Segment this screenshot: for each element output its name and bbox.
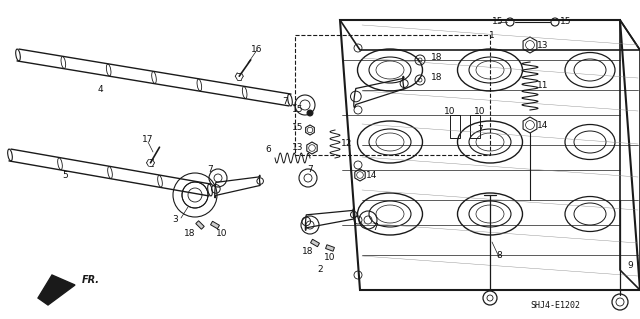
Text: 18: 18 [302,248,314,256]
Text: 1: 1 [489,31,495,40]
Text: 6: 6 [265,145,271,154]
Text: 18: 18 [431,72,443,81]
Text: 7: 7 [372,224,378,233]
Text: 18: 18 [184,228,196,238]
Text: 12: 12 [341,138,353,147]
Text: 7: 7 [207,166,213,174]
Text: 10: 10 [444,108,456,116]
Text: 5: 5 [62,170,68,180]
Text: 18: 18 [431,53,443,62]
Circle shape [307,110,313,116]
Text: 3: 3 [172,216,178,225]
Polygon shape [310,239,319,247]
Text: FR.: FR. [82,275,100,285]
Text: 11: 11 [537,80,548,90]
Text: 10: 10 [324,254,336,263]
Polygon shape [326,245,335,251]
Text: 14: 14 [538,121,548,130]
Polygon shape [196,221,204,229]
Text: 13: 13 [292,144,304,152]
Text: 14: 14 [366,170,378,180]
Text: 10: 10 [216,228,228,238]
Text: 10: 10 [474,108,486,116]
Polygon shape [38,275,75,305]
Polygon shape [211,221,220,229]
Text: 15: 15 [292,106,304,115]
Text: 2: 2 [317,265,323,275]
Text: 15: 15 [292,123,304,132]
Text: 7: 7 [307,166,313,174]
Text: 7: 7 [477,125,483,135]
Text: 9: 9 [627,261,633,270]
Text: 15: 15 [492,18,504,26]
Text: 4: 4 [97,85,103,94]
Text: 7: 7 [282,98,288,107]
Text: 13: 13 [537,41,548,49]
Text: 15: 15 [560,18,572,26]
Text: 16: 16 [252,46,263,55]
Text: SHJ4-E1202: SHJ4-E1202 [530,300,580,309]
Text: 17: 17 [142,136,154,145]
Text: 8: 8 [496,250,502,259]
